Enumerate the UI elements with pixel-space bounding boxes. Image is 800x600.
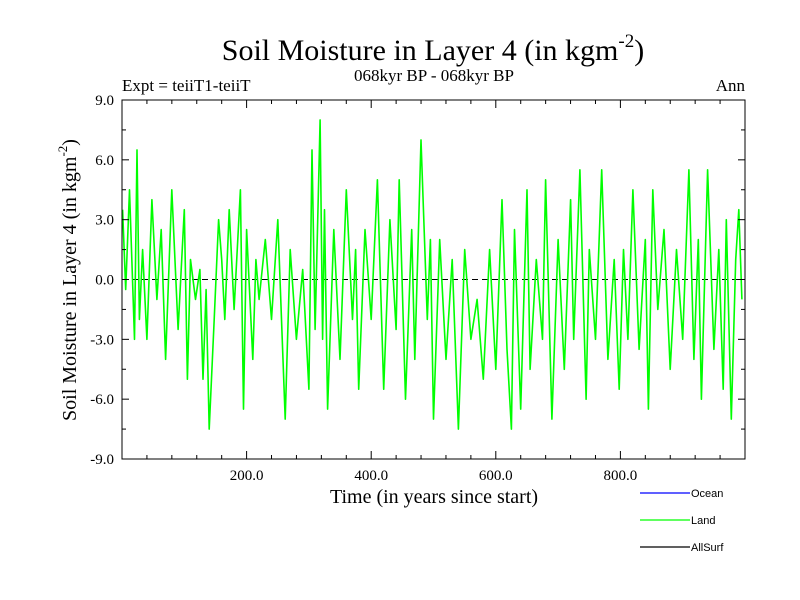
- y-tick-label: 0.0: [95, 273, 114, 289]
- x-tick-label: 200.0: [230, 468, 264, 484]
- x-tick-layer: 200.0 400.0 600.0 800.0: [121, 100, 746, 484]
- series-line-land: [121, 119, 743, 430]
- y-tick-label: -6.0: [90, 392, 114, 408]
- y-axis-label: Soil Moisture in Layer 4 (in kgm-2): [55, 139, 81, 421]
- x-axis-label: Time (in years since start): [330, 486, 538, 508]
- legend-label-allsurf: AllSurf: [691, 542, 724, 554]
- y-tick-layer: -9.0 -6.0 -3.0 0.0 3.0 6.0 9.0: [90, 93, 745, 468]
- chart-title: Soil Moisture in Layer 4 (in kgm-2): [222, 31, 644, 67]
- y-tick-label: -9.0: [90, 452, 114, 468]
- x-tick-label: 600.0: [479, 468, 513, 484]
- chart-subtitle-period: 068kyr BP - 068kyr BP: [354, 66, 514, 85]
- y-tick-label: -3.0: [90, 332, 114, 348]
- y-tick-label: 6.0: [95, 153, 114, 169]
- y-tick-label: 3.0: [95, 213, 114, 229]
- chart-subtitle-season: Ann: [716, 76, 746, 95]
- series-layer: [121, 119, 743, 430]
- x-tick-label: 400.0: [354, 468, 388, 484]
- x-tick-label: 800.0: [604, 468, 638, 484]
- y-tick-label: 9.0: [95, 93, 114, 109]
- legend: Ocean Land AllSurf: [640, 488, 724, 554]
- legend-label-ocean: Ocean: [691, 488, 723, 500]
- legend-label-land: Land: [691, 515, 715, 527]
- chart-subtitle-experiment: Expt = teiiT1-teiiT: [122, 76, 251, 95]
